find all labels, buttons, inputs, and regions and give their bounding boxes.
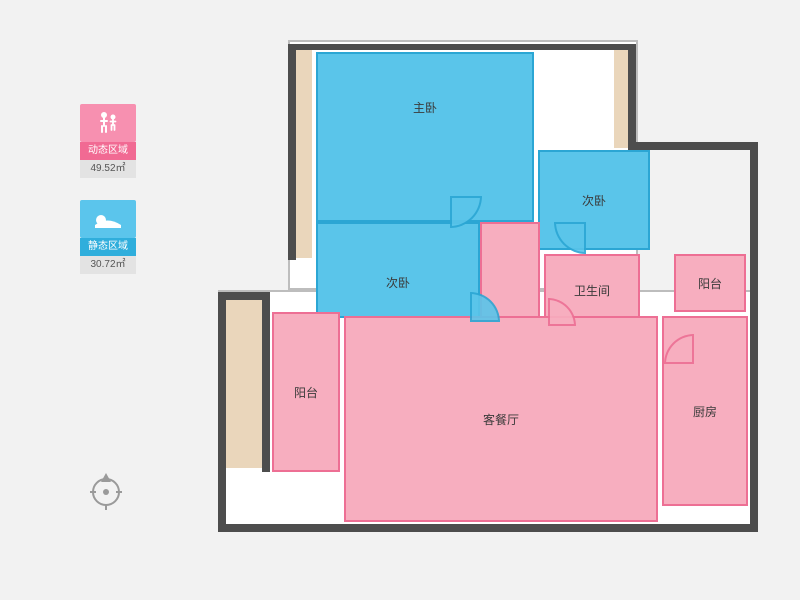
room-balcony_small: 阳台 [674,254,746,312]
legend-static-value: 30.72㎡ [80,256,136,274]
room-living_room: 客餐厅 [344,316,658,522]
room-second_bedroom2: 次卧 [316,222,480,318]
sleep-icon [91,208,125,230]
room-label: 客餐厅 [483,411,519,428]
wall-segment [218,292,226,530]
wall-segment [288,44,296,260]
wall-segment [262,292,270,472]
wall-segment [628,142,756,150]
wall-segment [288,44,636,50]
room-label: 主卧 [413,99,437,116]
legend-dynamic-value: 49.52㎡ [80,160,136,178]
room-label: 次卧 [582,192,606,209]
people-icon [93,110,123,136]
room-label: 卫生间 [574,282,610,299]
room-second_bedroom: 次卧 [538,150,650,250]
wall-segment [750,142,758,530]
legend-static: 静态区域 30.72㎡ [80,200,136,274]
exterior-strip [294,48,312,258]
exterior-strip [226,298,264,468]
room-balcony_left: 阳台 [272,312,340,472]
room-label: 厨房 [693,403,717,420]
legend-dynamic-icon-box [80,104,136,142]
wall-segment [628,44,636,148]
room-master_bedroom: 主卧 [316,52,534,222]
wall-segment [218,524,758,532]
room-label: 阳台 [294,384,318,401]
room-label: 阳台 [698,275,722,292]
compass-icon [86,470,126,510]
legend-static-icon-box [80,200,136,238]
legend-dynamic: 动态区域 49.52㎡ [80,104,136,178]
legend-static-title: 静态区域 [80,238,136,256]
room-label: 次卧 [386,274,410,291]
floorplan: 主卧次卧次卧卫生间阳台厨房客餐厅阳台 [218,40,758,560]
legend-dynamic-title: 动态区域 [80,142,136,160]
